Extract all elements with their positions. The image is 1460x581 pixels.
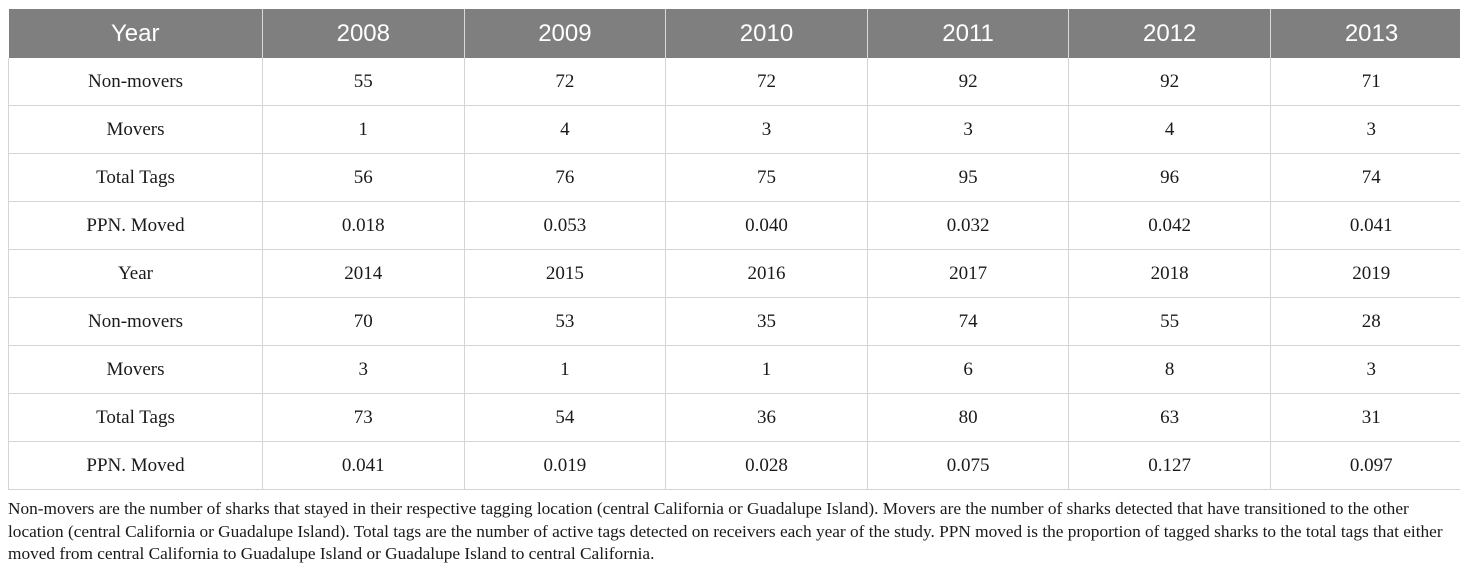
row-label: Movers <box>8 345 263 394</box>
table-cell: 3 <box>1270 345 1460 394</box>
table-row: Movers 3 1 1 6 8 3 <box>8 345 1460 394</box>
table-figure: Year 2008 2009 2010 2011 2012 2013 Non-m… <box>8 0 1460 566</box>
table-footnote: Non-movers are the number of sharks that… <box>8 499 1443 563</box>
table-cell: 54 <box>464 393 667 442</box>
table-cell: 71 <box>1270 58 1460 106</box>
table-cell: 63 <box>1068 393 1271 442</box>
table-cell: 72 <box>665 58 868 106</box>
header-cell: 2008 <box>262 9 465 58</box>
table-cell: 4 <box>464 105 667 154</box>
table-cell: 76 <box>464 153 667 202</box>
row-label: Total Tags <box>8 393 263 442</box>
table-row: Year 2014 2015 2016 2017 2018 2019 <box>8 249 1460 298</box>
table-cell: 4 <box>1068 105 1271 154</box>
table-row: Non-movers 70 53 35 74 55 28 <box>8 297 1460 346</box>
table-cell: 3 <box>665 105 868 154</box>
table-cell: 95 <box>867 153 1070 202</box>
table-cell: 28 <box>1270 297 1460 346</box>
header-cell: 2009 <box>464 9 667 58</box>
data-table: Year 2008 2009 2010 2011 2012 2013 Non-m… <box>8 9 1460 490</box>
table-cell: 0.053 <box>464 201 667 250</box>
table-cell: 3 <box>262 345 465 394</box>
table-cell: 96 <box>1068 153 1271 202</box>
table-cell: 1 <box>665 345 868 394</box>
table-cell: 8 <box>1068 345 1271 394</box>
header-cell: 2012 <box>1068 9 1271 58</box>
table-cell: 31 <box>1270 393 1460 442</box>
table-cell: 74 <box>867 297 1070 346</box>
table-cell: 56 <box>262 153 465 202</box>
table-cell: 0.028 <box>665 441 868 490</box>
table-row: Movers 1 4 3 3 4 3 <box>8 105 1460 154</box>
table-cell: 2018 <box>1068 249 1271 298</box>
table-cell: 3 <box>1270 105 1460 154</box>
table-cell: 73 <box>262 393 465 442</box>
row-label: Movers <box>8 105 263 154</box>
row-label: PPN. Moved <box>8 441 263 490</box>
table-cell: 36 <box>665 393 868 442</box>
table-cell: 0.018 <box>262 201 465 250</box>
table-cell: 0.041 <box>262 441 465 490</box>
table-header-row: Year 2008 2009 2010 2011 2012 2013 <box>8 9 1460 58</box>
row-label: Non-movers <box>8 58 263 106</box>
row-label: PPN. Moved <box>8 201 263 250</box>
table-cell: 1 <box>464 345 667 394</box>
table-row: Total Tags 56 76 75 95 96 74 <box>8 153 1460 202</box>
table-cell: 0.042 <box>1068 201 1271 250</box>
table-cell: 80 <box>867 393 1070 442</box>
table-cell: 92 <box>867 58 1070 106</box>
header-cell: 2011 <box>867 9 1070 58</box>
table-row: PPN. Moved 0.018 0.053 0.040 0.032 0.042… <box>8 201 1460 250</box>
header-cell: 2013 <box>1270 9 1460 58</box>
table-cell: 3 <box>867 105 1070 154</box>
row-label: Total Tags <box>8 153 263 202</box>
table-cell: 35 <box>665 297 868 346</box>
table-row: Total Tags 73 54 36 80 63 31 <box>8 393 1460 442</box>
table-row: Non-movers 55 72 72 92 92 71 <box>8 58 1460 106</box>
table-cell: 75 <box>665 153 868 202</box>
table-row: PPN. Moved 0.041 0.019 0.028 0.075 0.127… <box>8 441 1460 490</box>
table-cell: 2017 <box>867 249 1070 298</box>
table-cell: 1 <box>262 105 465 154</box>
row-label: Non-movers <box>8 297 263 346</box>
table-cell: 2019 <box>1270 249 1460 298</box>
table-cell: 2015 <box>464 249 667 298</box>
table-cell: 6 <box>867 345 1070 394</box>
table-cell: 72 <box>464 58 667 106</box>
table-cell: 53 <box>464 297 667 346</box>
table-cell: 2016 <box>665 249 868 298</box>
table-cell: 0.041 <box>1270 201 1460 250</box>
table-cell: 0.040 <box>665 201 868 250</box>
header-cell: Year <box>8 9 263 58</box>
row-label: Year <box>8 249 263 298</box>
table-cell: 0.127 <box>1068 441 1271 490</box>
table-cell: 70 <box>262 297 465 346</box>
table-cell: 74 <box>1270 153 1460 202</box>
table-cell: 55 <box>262 58 465 106</box>
table-cell: 92 <box>1068 58 1271 106</box>
table-cell: 0.075 <box>867 441 1070 490</box>
table-cell: 2014 <box>262 249 465 298</box>
header-cell: 2010 <box>665 9 868 58</box>
table-cell: 0.032 <box>867 201 1070 250</box>
table-cell: 0.019 <box>464 441 667 490</box>
table-cell: 55 <box>1068 297 1271 346</box>
table-cell: 0.097 <box>1270 441 1460 490</box>
